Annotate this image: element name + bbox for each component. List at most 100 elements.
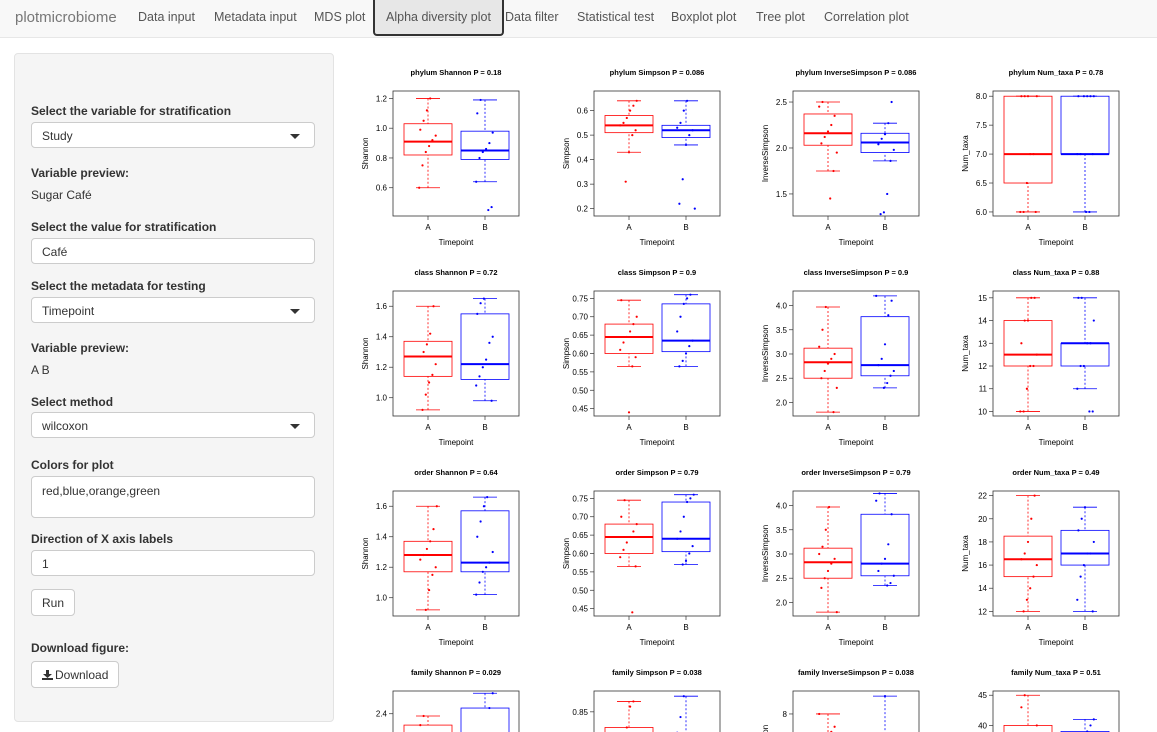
- point: [1020, 706, 1023, 709]
- point: [832, 411, 835, 414]
- nav-tab[interactable]: Data input: [138, 10, 195, 24]
- nav-tab[interactable]: Boxplot plot: [671, 10, 737, 24]
- x-tick-label: A: [626, 423, 632, 432]
- point: [682, 695, 685, 698]
- nav-tab[interactable]: Data filter: [505, 10, 559, 24]
- select-value: Timepoint: [42, 304, 95, 318]
- box: [1003, 535, 1053, 578]
- point: [1086, 552, 1089, 555]
- boxplot: phylum Shannon P = 0.18 Shannon Timepoint 0…: [361, 68, 520, 247]
- nav-tab[interactable]: Correlation plot: [824, 10, 909, 24]
- point: [1092, 718, 1095, 721]
- point: [476, 112, 479, 115]
- point: [887, 543, 890, 546]
- nav-tab[interactable]: Statistical test: [577, 10, 655, 24]
- box: [604, 523, 654, 554]
- run-button[interactable]: Run: [31, 589, 76, 616]
- nav-tab[interactable]: Tree plot: [756, 10, 805, 24]
- point: [830, 123, 833, 127]
- point: [1076, 598, 1079, 601]
- point: [620, 299, 623, 302]
- point: [686, 500, 689, 504]
- x-axis-label: Timepoint: [439, 438, 475, 447]
- point: [1023, 319, 1026, 322]
- point: [1089, 724, 1092, 727]
- textarea[interactable]: red,blue,orange,green: [31, 476, 315, 518]
- button-label: Download: [55, 668, 109, 682]
- y-tick-label: 45: [978, 691, 987, 700]
- nav-tab[interactable]: Alpha diversity plot: [373, 0, 504, 36]
- point: [890, 100, 893, 104]
- point: [429, 97, 432, 100]
- point: [1026, 540, 1030, 544]
- boxplot: family Num_taxa P = 0.51Num_taxaTimepoin…: [978, 668, 1120, 732]
- point: [1035, 95, 1038, 98]
- point: [431, 373, 434, 376]
- plot-title: family Simpson P = 0.038: [612, 668, 702, 677]
- y-tick-label: 2.5: [776, 374, 788, 383]
- plot-frame: [792, 490, 920, 617]
- point: [482, 505, 485, 508]
- point: [419, 723, 422, 727]
- point: [1088, 210, 1091, 214]
- point: [833, 557, 836, 560]
- plot-title: order Simpson P = 0.79: [615, 468, 698, 477]
- point: [634, 129, 637, 132]
- point: [1026, 95, 1030, 98]
- y-tick-label: 40: [978, 721, 987, 730]
- point: [434, 134, 437, 137]
- select[interactable]: wilcoxon: [31, 412, 315, 438]
- point: [829, 197, 832, 200]
- label: Select the value for stratification: [31, 220, 217, 234]
- point: [634, 356, 637, 359]
- boxplot: order InverseSimpson P = 0.79 InverseSimp…: [761, 468, 920, 647]
- point: [491, 131, 494, 134]
- point: [434, 363, 437, 366]
- select[interactable]: Study: [31, 122, 315, 148]
- point: [1025, 181, 1028, 185]
- y-tick-label: 14: [978, 584, 987, 593]
- point: [1080, 517, 1083, 520]
- download-button[interactable]: Download: [31, 661, 120, 688]
- nav-tab[interactable]: MDS plot: [314, 10, 366, 24]
- select[interactable]: Timepoint: [31, 297, 315, 323]
- point: [431, 139, 434, 142]
- point: [689, 293, 692, 296]
- box: [661, 501, 711, 553]
- point: [679, 315, 682, 318]
- text-input[interactable]: 1: [31, 550, 315, 576]
- y-tick-label: 20: [978, 515, 987, 524]
- point: [820, 586, 823, 589]
- plot-title: order Num_taxa P = 0.49: [1012, 468, 1099, 477]
- box: [1060, 529, 1110, 566]
- x-tick-label: B: [482, 623, 487, 632]
- text-input[interactable]: Café: [31, 238, 315, 264]
- point: [1091, 610, 1094, 613]
- point: [821, 545, 824, 548]
- point: [1020, 95, 1023, 98]
- y-tick-label: 0.65: [572, 331, 588, 340]
- point: [818, 712, 821, 716]
- point: [623, 499, 626, 502]
- x-axis-label: Timepoint: [439, 638, 475, 647]
- y-tick-label: 2.0: [776, 598, 788, 607]
- plot-title: order InverseSimpson P = 0.79: [801, 468, 910, 477]
- y-tick-label: 3.0: [776, 550, 788, 559]
- box: [1060, 342, 1110, 367]
- boxplot: phylum InverseSimpson P = 0.086 InverseSi…: [761, 68, 920, 247]
- y-tick-label: 0.50: [572, 386, 588, 395]
- plot-title: phylum InverseSimpson P = 0.086: [796, 68, 917, 77]
- point: [431, 573, 434, 576]
- y-tick-label: 2.0: [776, 398, 788, 407]
- point: [422, 553, 425, 557]
- x-axis-label: Timepoint: [640, 438, 676, 447]
- y-tick-label: 1.6: [376, 302, 388, 311]
- y-axis-label: Simpson: [562, 338, 571, 369]
- nav-tab[interactable]: Metadata input: [214, 10, 297, 24]
- point: [1035, 724, 1038, 727]
- x-axis-label: Timepoint: [1039, 638, 1075, 647]
- point: [491, 335, 494, 338]
- point: [1092, 95, 1095, 98]
- point: [1082, 563, 1085, 567]
- y-tick-label: 0.3: [577, 180, 589, 189]
